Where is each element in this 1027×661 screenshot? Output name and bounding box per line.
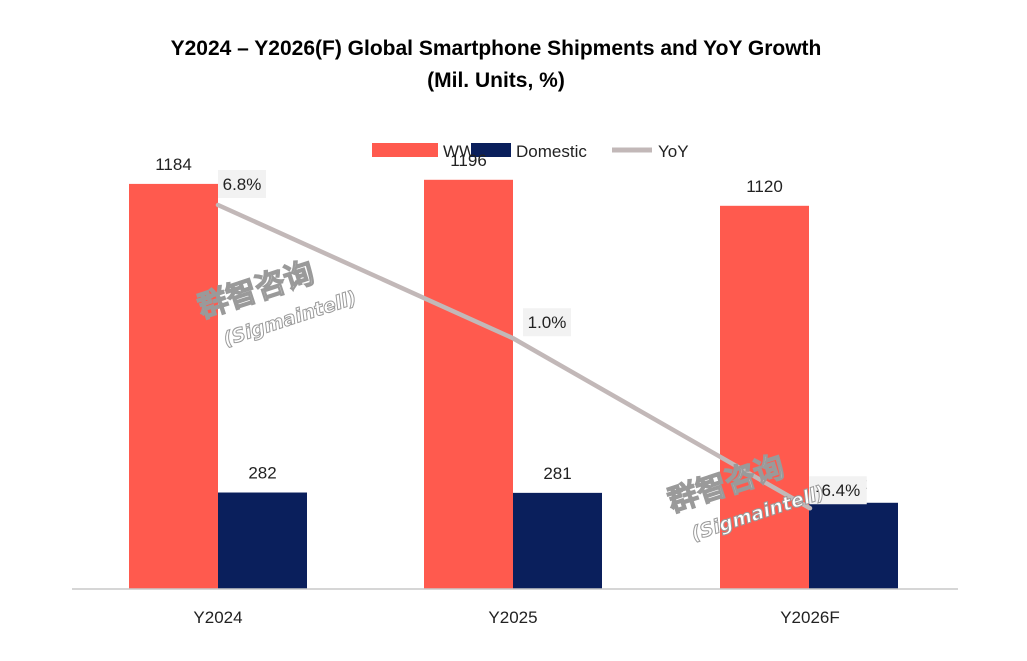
yoy-label-box-y2026f [809,476,867,505]
data-label-ww-y2024: 1184 [155,155,192,174]
bar-ww-y2024 [129,183,218,589]
bar-ww-y2025 [424,179,513,589]
yoy-label-y2024: 6.8% [223,175,262,194]
yoy-label-box-y2024 [218,170,266,198]
x-tick-y2025: Y2025 [488,608,537,627]
legend-domestic-swatch [471,143,511,157]
data-label-ww-y2026f: 1120 [746,177,783,196]
x-tick-y2024: Y2024 [193,608,242,627]
x-ticks-group: Y2024 Y2025 Y2026F [193,608,839,627]
data-label-ww-y2025: 1196 [450,151,487,170]
yoy-label-box-y2025 [523,308,571,337]
bars-group [129,179,898,590]
legend: WW Domestic YoY [372,142,689,161]
bar-domestic-y2025 [513,492,602,589]
legend-ww-label: WW [443,142,475,161]
yoy-label-y2026f: -6.4% [816,481,860,500]
yoy-label-y2025: 1.0% [528,313,567,332]
data-label-domestic-y2024: 282 [248,464,276,483]
yoy-line [215,202,813,511]
bar-ww-y2026f [720,205,809,590]
bar-domestic-y2024 [218,492,307,589]
data-label-domestic-y2025: 281 [543,464,571,483]
legend-ww-swatch [372,143,438,157]
yoy-group: 6.8% 1.0% -6.4% [215,170,867,511]
bar-domestic-y2026f [809,502,898,589]
chart-title-line1: Y2024 – Y2026(F) Global Smartphone Shipm… [171,37,822,60]
x-tick-y2026f: Y2026F [780,608,840,627]
legend-domestic-label: Domestic [516,142,587,161]
chart-title-line2: (Mil. Units, %) [427,69,565,92]
watermark-1: 群智咨询 (Sigmaintell) [193,255,360,352]
legend-yoy-label: YoY [658,142,689,161]
